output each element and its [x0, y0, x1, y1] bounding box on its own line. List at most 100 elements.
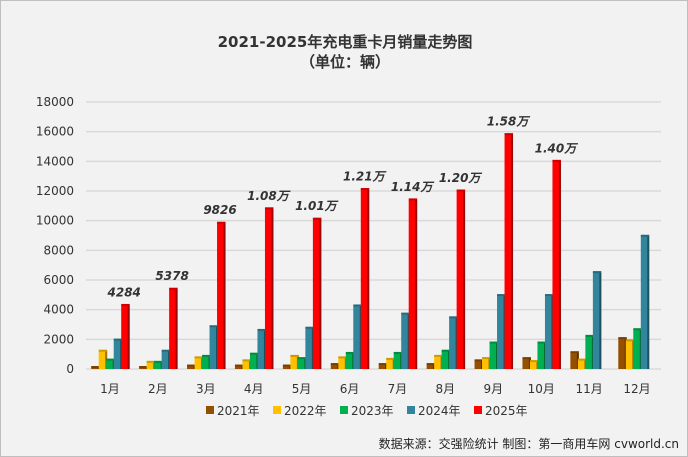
bar-top — [360, 188, 370, 191]
chart-subtitle: （单位：辆） — [299, 53, 390, 71]
bar-2024年-1月 — [113, 340, 121, 369]
y-tick-label: 10000 — [36, 214, 74, 228]
data-label: 1.21万 — [343, 170, 387, 184]
bar-2024年-12月 — [640, 236, 648, 369]
y-tick-label: 6000 — [43, 273, 74, 287]
bar-side — [104, 351, 108, 369]
bar-side — [96, 367, 100, 369]
bar-top — [522, 357, 531, 360]
bar-top — [312, 217, 322, 220]
bar-2024年-4月 — [257, 330, 264, 369]
bar-2022年-1月 — [98, 351, 106, 369]
bar-top — [202, 354, 211, 357]
bar-top — [537, 341, 546, 344]
bar-side — [270, 208, 274, 369]
bar-side — [575, 352, 579, 369]
bar-side — [303, 358, 307, 369]
y-tick-label: 4000 — [43, 303, 74, 317]
bar-side — [318, 219, 322, 369]
bar-2023年-8月 — [441, 351, 449, 369]
bar-top — [592, 271, 602, 274]
bar-2021年-7月 — [378, 364, 386, 369]
data-label: 1.08万 — [247, 189, 291, 203]
bar-top — [106, 358, 115, 361]
y-tick-label: 12000 — [36, 184, 74, 198]
data-label: 1.01万 — [295, 199, 339, 213]
bar-side — [432, 364, 436, 369]
x-tick-label: 11月 — [575, 382, 602, 396]
data-label: 5378 — [155, 269, 188, 283]
bar-2023年-4月 — [249, 354, 257, 369]
bar-side — [126, 305, 130, 369]
bar-side — [502, 295, 506, 369]
bar-top — [474, 359, 484, 362]
bar-top — [585, 334, 594, 337]
bar-side — [384, 364, 388, 369]
bar-2024年-11月 — [592, 272, 600, 369]
bar-2022年-5月 — [290, 356, 297, 369]
bar-top — [497, 294, 506, 297]
bar-2021年-8月 — [426, 364, 434, 369]
bar-top — [393, 351, 403, 354]
bar-side — [510, 134, 514, 369]
bar-top — [169, 287, 178, 290]
bar-2024年-5月 — [305, 328, 312, 369]
bar-top — [249, 352, 259, 355]
x-tick-label: 12月 — [623, 382, 650, 396]
bar-top — [146, 360, 156, 363]
bar-side — [336, 364, 340, 369]
bar-2022年-6月 — [338, 357, 345, 369]
bar-side — [623, 338, 627, 369]
bar-side — [144, 367, 148, 369]
bar-2024年-7月 — [401, 314, 408, 369]
bar-top — [139, 366, 148, 369]
y-tick-label: 16000 — [36, 125, 74, 139]
data-label: 1.58万 — [487, 115, 531, 129]
bar-side — [358, 305, 362, 369]
bar-top — [217, 221, 226, 224]
bar-top — [456, 189, 466, 192]
bar-side — [646, 236, 650, 369]
bar-side — [366, 189, 370, 369]
x-tick-label: 2月 — [148, 382, 168, 396]
bar-2022年-7月 — [386, 359, 393, 369]
bar-side — [215, 326, 219, 369]
bar-top — [489, 341, 499, 344]
bar-side — [200, 357, 204, 369]
legend-label: 2021年 — [217, 404, 260, 418]
bar-2022年-8月 — [434, 356, 441, 369]
bar-side — [255, 354, 259, 369]
bar-2024年-6月 — [353, 305, 360, 369]
legend-swatch — [340, 406, 348, 414]
bar-top — [441, 349, 451, 352]
bar-top — [187, 364, 196, 367]
bar-top — [338, 356, 347, 359]
bar-side — [439, 356, 443, 369]
bar-2021年-1月 — [91, 367, 98, 369]
bar-2022年-2月 — [146, 362, 154, 369]
x-tick-label: 9月 — [483, 382, 503, 396]
bar-2023年-3月 — [202, 356, 209, 369]
bar-side — [295, 356, 299, 369]
legend-swatch — [407, 406, 415, 414]
legend-swatch — [206, 406, 214, 414]
bar-top — [504, 133, 514, 136]
bar-top — [345, 351, 355, 354]
bar-top — [353, 304, 362, 307]
bar-top — [121, 303, 130, 306]
bar-side — [159, 362, 163, 369]
data-label: 4284 — [107, 285, 141, 299]
bar-2024年-3月 — [209, 326, 217, 369]
bar-2025年-10月 — [552, 161, 559, 369]
bar-top — [305, 326, 314, 329]
bar-2022年-3月 — [194, 357, 202, 369]
bar-top — [290, 354, 299, 357]
bar-top — [633, 328, 642, 331]
bar-side — [119, 340, 123, 369]
bar-side — [598, 272, 602, 369]
bar-2021年-12月 — [618, 338, 625, 369]
bar-top — [401, 312, 410, 315]
bar-side — [631, 340, 635, 369]
bar-2024年-8月 — [449, 317, 456, 369]
bar-2024年-9月 — [497, 295, 504, 369]
